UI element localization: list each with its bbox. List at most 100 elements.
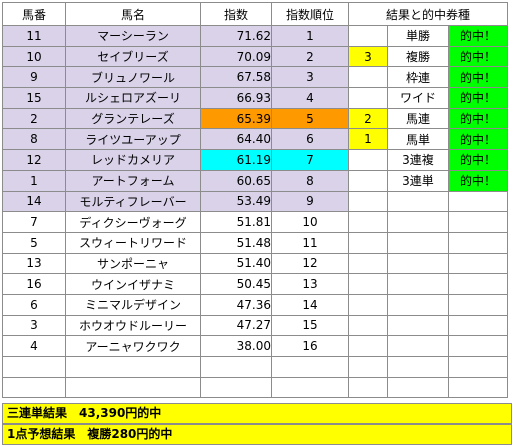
single-pick-result-banner: 1点予想結果 複勝280円的中 (2, 424, 512, 445)
horse-number: 6 (2, 293, 66, 316)
bet-type: ワイド (387, 87, 449, 109)
table-row: 16 ウインイザナミ 50.45 13 (2, 273, 508, 295)
prediction-table: 馬番 馬名 指数 指数順位 結果と的中券種 11 マーシーラン 71.62 1 単勝 的中… (2, 2, 508, 399)
horse-number: 11 (2, 25, 66, 47)
horse-number (2, 356, 66, 378)
finish-position (348, 314, 388, 337)
index-value: 53.49 (200, 190, 272, 213)
table-row: 10 セイブリーズ 70.09 2 3 複勝 的中！ (2, 45, 508, 68)
index-rank: 8 (271, 169, 349, 192)
index-rank: 16 (271, 335, 349, 357)
horse-number: 7 (2, 211, 66, 233)
index-value: 47.27 (200, 314, 272, 337)
horse-name: アートフォーム (65, 169, 201, 192)
hit-mark: 的中！ (448, 45, 508, 68)
index-value: 51.40 (200, 252, 272, 275)
table-row: 9 ブリュノワール 67.58 3 枠連 的中！ (2, 66, 508, 89)
index-rank: 12 (271, 252, 349, 275)
index-rank: 11 (271, 231, 349, 254)
index-rank: 14 (271, 293, 349, 316)
index-rank: 13 (271, 273, 349, 295)
header-row: 馬番 馬名 指数 指数順位 結果と的中券種 (2, 2, 508, 26)
header-name: 馬名 (65, 2, 201, 26)
hit-mark: 的中！ (448, 128, 508, 151)
hit-mark (448, 335, 508, 357)
hit-mark (448, 293, 508, 316)
finish-position: 2 (348, 107, 388, 130)
index-value: 65.39 (200, 107, 272, 130)
horse-number: 8 (2, 128, 66, 151)
bet-type (387, 356, 449, 378)
horse-name: ルシェロアズーリ (65, 87, 201, 109)
hit-mark: 的中！ (448, 107, 508, 130)
table-row: 6 ミニマルデザイン 47.36 14 (2, 293, 508, 316)
index-value (200, 376, 272, 399)
header-number: 馬番 (2, 2, 66, 26)
hit-mark (448, 231, 508, 254)
horse-number: 3 (2, 314, 66, 337)
index-value: 51.48 (200, 231, 272, 254)
header-rank: 指数順位 (271, 2, 349, 26)
horse-name: マーシーラン (65, 25, 201, 47)
table-row: 12 レッドカメリア 61.19 7 3連複 的中！ (2, 149, 508, 171)
table-row: 3 ホウオウドルーリー 47.27 15 (2, 314, 508, 337)
index-value (200, 356, 272, 378)
index-value: 51.81 (200, 211, 272, 233)
horse-number: 2 (2, 107, 66, 130)
bet-type (387, 376, 449, 399)
horse-number: 4 (2, 335, 66, 357)
index-rank: 5 (271, 107, 349, 130)
hit-mark (448, 252, 508, 275)
finish-position (348, 231, 388, 254)
hit-mark (448, 376, 508, 399)
hit-mark: 的中！ (448, 66, 508, 89)
finish-position (348, 252, 388, 275)
bet-type (387, 190, 449, 213)
bet-type (387, 231, 449, 254)
horse-number (2, 376, 66, 399)
index-value: 71.62 (200, 25, 272, 47)
horse-name: ブリュノワール (65, 66, 201, 89)
finish-position (348, 87, 388, 109)
hit-mark (448, 356, 508, 378)
horse-number: 15 (2, 87, 66, 109)
bet-type (387, 211, 449, 233)
finish-position (348, 356, 388, 378)
horse-number: 13 (2, 252, 66, 275)
index-rank: 4 (271, 87, 349, 109)
table-row: 5 スウィートリワード 51.48 11 (2, 231, 508, 254)
bet-type (387, 273, 449, 295)
finish-position (348, 376, 388, 399)
index-value: 61.19 (200, 149, 272, 171)
finish-position (348, 25, 388, 47)
table-row: 15 ルシェロアズーリ 66.93 4 ワイド 的中！ (2, 87, 508, 109)
index-rank: 15 (271, 314, 349, 337)
horse-name: スウィートリワード (65, 231, 201, 254)
horse-name: グランテレーズ (65, 107, 201, 130)
index-value: 47.36 (200, 293, 272, 316)
trifecta-result-banner: 三連単結果 43,390円的中 (2, 403, 512, 424)
bet-type: 馬連 (387, 107, 449, 130)
finish-position (348, 66, 388, 89)
bet-type: 馬単 (387, 128, 449, 151)
horse-name (65, 376, 201, 399)
index-rank: 9 (271, 190, 349, 213)
finish-position (348, 169, 388, 192)
finish-position (348, 273, 388, 295)
bet-type (387, 314, 449, 337)
table-row (2, 376, 508, 399)
index-rank: 7 (271, 149, 349, 171)
table-row (2, 356, 508, 378)
index-value: 64.40 (200, 128, 272, 151)
hit-mark: 的中！ (448, 87, 508, 109)
horse-number: 5 (2, 231, 66, 254)
bet-type (387, 252, 449, 275)
horse-name: アーニャワクワク (65, 335, 201, 357)
table-row: 14 モルティフレーバー 53.49 9 (2, 190, 508, 213)
hit-mark: 的中！ (448, 25, 508, 47)
hit-mark (448, 273, 508, 295)
index-rank: 6 (271, 128, 349, 151)
bet-type: 枠連 (387, 66, 449, 89)
horse-name: ウインイザナミ (65, 273, 201, 295)
